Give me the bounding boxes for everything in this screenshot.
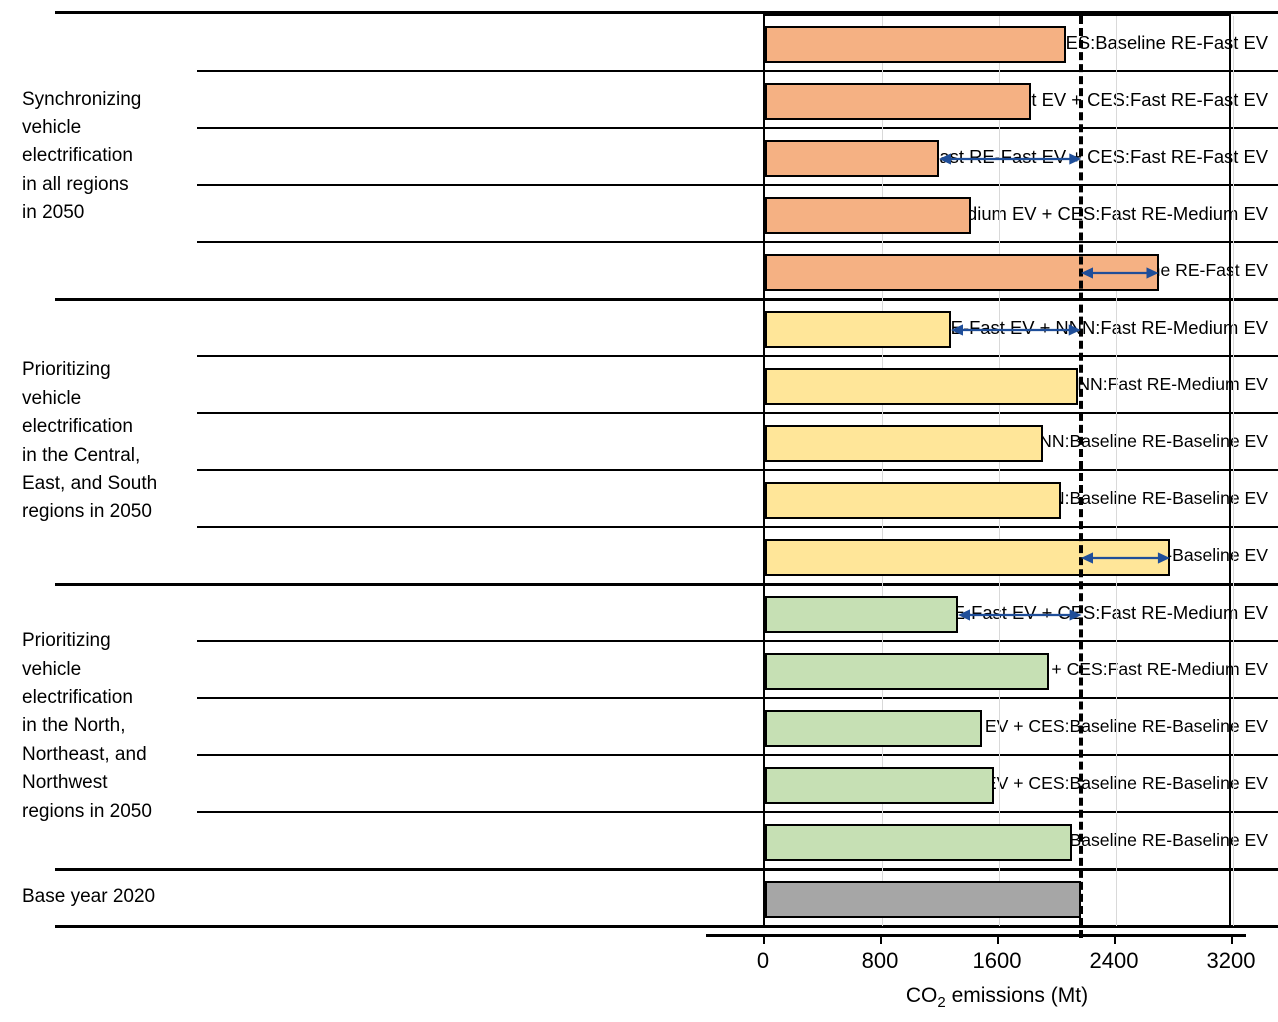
row-divider-6 xyxy=(197,355,1278,357)
row-divider-3 xyxy=(197,184,1278,186)
bar-15 xyxy=(765,881,1082,918)
scenario-label-5: CES:Fast RE-Fast EV + NNN:Fast RE-Medium… xyxy=(853,317,1268,338)
bar-1 xyxy=(765,83,1031,120)
bar-7 xyxy=(765,425,1044,462)
x-tick-1600 xyxy=(997,934,999,944)
x-tick-label-1600: 1600 xyxy=(972,948,1022,973)
group-divider-3 xyxy=(55,925,1278,928)
bar-6 xyxy=(765,368,1079,405)
group-label-1: Prioritizing vehicle electrification in … xyxy=(22,359,158,523)
bar-11 xyxy=(765,653,1050,690)
x-tick-label-0: 0 xyxy=(756,948,770,973)
gridline-1600 xyxy=(999,16,1000,926)
bar-2 xyxy=(765,140,939,177)
x-tick-3200 xyxy=(1231,934,1233,944)
group-label-2: Prioritizing vehicle electrification in … xyxy=(22,630,152,822)
gridline-3200 xyxy=(1233,16,1234,926)
row-divider-2 xyxy=(197,127,1278,129)
plot-area xyxy=(763,14,1234,938)
group-label-0: Synchronizing vehicle electrification in… xyxy=(22,88,142,224)
bar-0 xyxy=(765,26,1067,63)
bar-3 xyxy=(765,197,972,234)
row-divider-4 xyxy=(197,241,1278,243)
x-tick-label-800: 800 xyxy=(861,948,899,973)
x-tick-0 xyxy=(763,934,765,944)
base-year-reference-line xyxy=(1079,16,1084,938)
gridline-2400 xyxy=(1116,16,1117,926)
x-tick-label-2400: 2400 xyxy=(1089,948,1139,973)
table-row: CES:Fast RE-Fast EV + NNN:Fast RE-Medium… xyxy=(0,299,1278,356)
bar-8 xyxy=(765,482,1062,519)
bar-10 xyxy=(765,596,958,633)
bar-14 xyxy=(765,824,1073,861)
x-tick-2400 xyxy=(1114,934,1116,944)
row-divider-1 xyxy=(197,70,1278,72)
difference-arrow-10 xyxy=(957,606,1082,624)
gridline-800 xyxy=(882,16,883,926)
x-axis-line xyxy=(706,934,1246,937)
row-divider-12 xyxy=(197,697,1278,699)
difference-arrow-4 xyxy=(1081,264,1159,282)
group-label-3: Base year 2020 xyxy=(22,886,156,907)
x-tick-800 xyxy=(880,934,882,944)
axis-title-pre: CO xyxy=(905,984,938,1007)
axis-title-post: emissions (Mt) xyxy=(945,984,1089,1007)
axis-title-subscript: 2 xyxy=(937,994,946,1012)
row-divider-7 xyxy=(197,412,1278,414)
group-divider-1 xyxy=(55,583,1278,586)
difference-arrow-9 xyxy=(1081,549,1171,567)
bar-13 xyxy=(765,767,995,804)
row-divider-14 xyxy=(197,811,1278,813)
row-divider-9 xyxy=(197,526,1278,528)
row-divider-8 xyxy=(197,469,1278,471)
bar-5 xyxy=(765,311,952,348)
row-divider-13 xyxy=(197,754,1278,756)
difference-arrow-2 xyxy=(938,150,1082,168)
bar-12 xyxy=(765,710,983,747)
difference-arrow-5 xyxy=(951,321,1082,339)
group-divider-top xyxy=(55,11,1278,14)
row-divider-11 xyxy=(197,640,1278,642)
group-divider-2 xyxy=(55,868,1278,871)
x-tick-label-3200: 3200 xyxy=(1206,948,1256,973)
x-axis-title: CO2 emissions (Mt) xyxy=(763,984,1231,1011)
group-divider-0 xyxy=(55,298,1278,301)
